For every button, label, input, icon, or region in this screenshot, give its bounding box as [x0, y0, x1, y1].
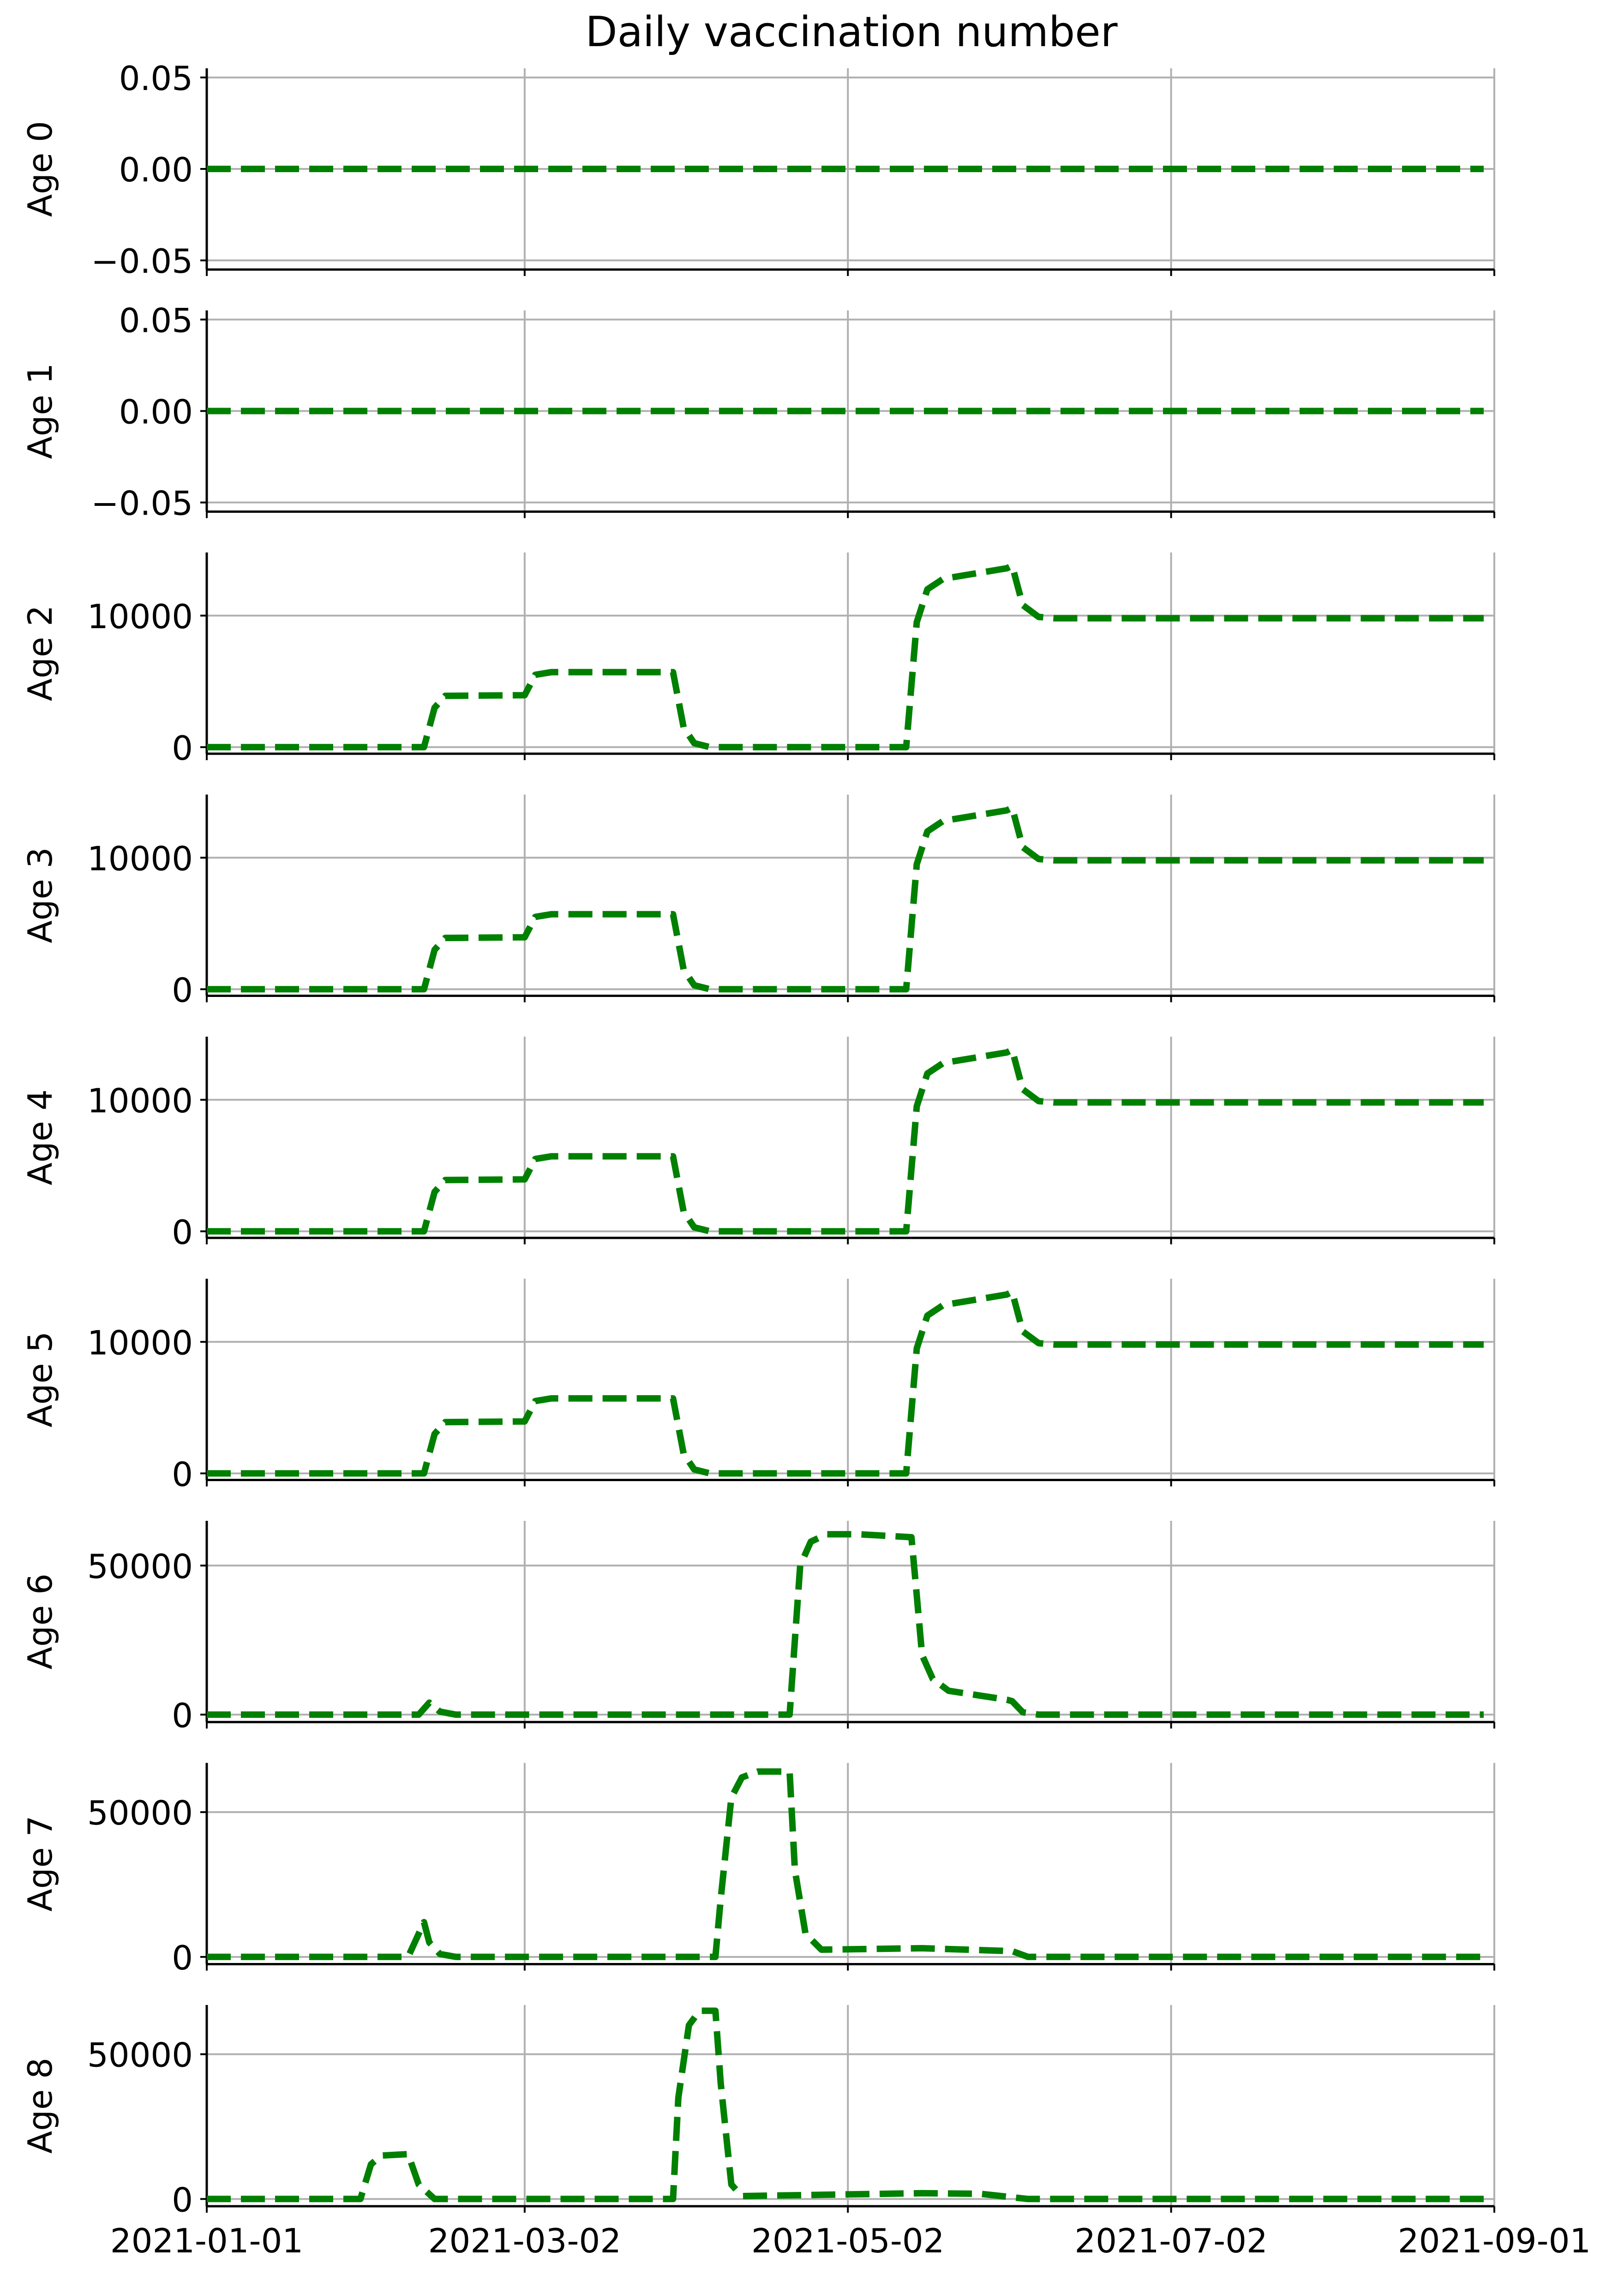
subplot-age-8: 50000 0 Age 8 2021-01-01 2021-03-02 2021-05-0…	[21, 2005, 1591, 2260]
y-tick-label: 10000	[87, 1323, 193, 1362]
series-line	[207, 562, 1484, 750]
subplot-panels: 0.05 0.00 −0.05 Age 0 0.05 0.00 −0.05 Age 1 1000…	[21, 59, 1591, 2260]
y-tick-label: 0	[172, 729, 193, 768]
subplot-age-6: 50000 0 Age 6	[21, 1521, 1495, 1735]
y-axis-label: Age 6	[21, 1573, 60, 1669]
subplot-age-3: 10000 0 Age 3	[21, 794, 1495, 1009]
y-tick-label: 50000	[87, 2036, 193, 2075]
subplot-age-4: 10000 0 Age 4	[21, 1037, 1495, 1252]
y-tick-label: 10000	[87, 839, 193, 878]
y-tick-label: 0	[172, 1455, 193, 1494]
y-tick-label: 0	[172, 971, 193, 1009]
y-axis-label: Age 4	[21, 1089, 60, 1185]
y-tick-label: 50000	[87, 1794, 193, 1832]
y-tick-label: 10000	[87, 597, 193, 636]
series-line	[207, 1768, 1484, 1960]
y-axis-label: Age 8	[21, 2058, 60, 2154]
y-tick-label: 0	[172, 2180, 193, 2219]
y-axis-label: Age 0	[21, 121, 60, 217]
figure-title: Daily vaccination number	[585, 8, 1117, 56]
y-tick-label: 0.05	[119, 59, 193, 98]
y-axis-label: Age 7	[21, 1816, 60, 1912]
subplot-age-0: 0.05 0.00 −0.05 Age 0	[21, 59, 1495, 281]
y-tick-label: 0.05	[119, 301, 193, 340]
x-tick-label: 2021-01-01	[110, 2221, 303, 2260]
subplot-age-5: 10000 0 Age 5	[21, 1279, 1495, 1494]
series-line	[207, 2007, 1484, 2203]
y-tick-label: 0	[172, 1939, 193, 1977]
x-tick-label: 2021-07-02	[1074, 2221, 1267, 2260]
x-tick-label: 2021-05-02	[751, 2221, 944, 2260]
y-axis-label: Age 2	[21, 605, 60, 701]
y-axis-label: Age 1	[21, 363, 60, 459]
y-axis-label: Age 3	[21, 847, 60, 943]
series-line	[207, 1289, 1484, 1477]
x-tick-label: 2021-03-02	[428, 2221, 621, 2260]
y-tick-label: 0	[172, 1213, 193, 1252]
y-tick-label: 50000	[87, 1547, 193, 1586]
subplot-age-1: 0.05 0.00 −0.05 Age 1	[21, 301, 1495, 523]
series-line	[207, 1046, 1484, 1235]
subplot-age-2: 10000 0 Age 2	[21, 552, 1495, 768]
series-line	[207, 1531, 1484, 1718]
y-tick-label: 0.00	[119, 393, 193, 432]
subplot-age-7: 50000 0 Age 7	[21, 1763, 1495, 1977]
y-tick-label: 10000	[87, 1081, 193, 1120]
y-tick-label: −0.05	[91, 484, 193, 523]
y-tick-label: 0.00	[119, 150, 193, 189]
y-tick-label: −0.05	[91, 242, 193, 281]
y-axis-label: Age 5	[21, 1332, 60, 1428]
y-tick-label: 0	[172, 1696, 193, 1735]
x-tick-label: 2021-09-01	[1398, 2221, 1591, 2260]
series-line	[207, 804, 1484, 993]
